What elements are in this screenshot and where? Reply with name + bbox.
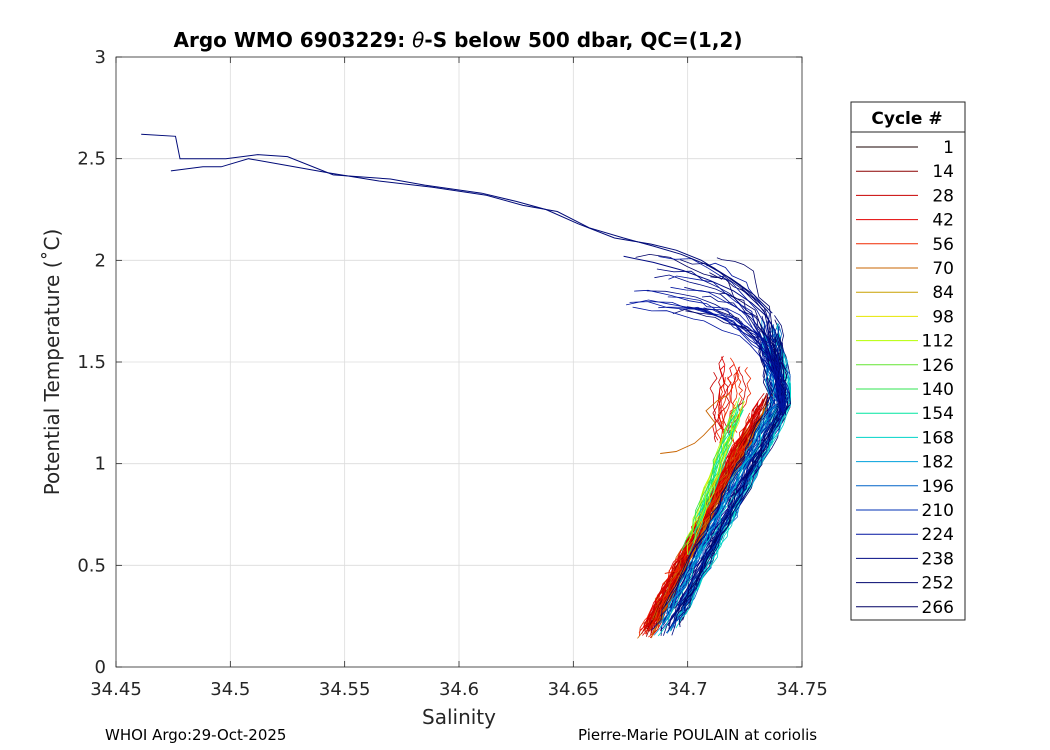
legend-label: 14 [932, 162, 954, 182]
profile-line-navy [626, 299, 783, 412]
legend-label: 56 [932, 235, 954, 255]
x-tick-label: 34.6 [439, 679, 479, 700]
profile-line-navy [706, 262, 786, 414]
legend-label: 196 [922, 477, 954, 497]
profile-line-mid [685, 406, 738, 539]
profile-line-mid [693, 401, 745, 544]
grid-lines [116, 57, 802, 667]
profile-line-late [664, 331, 769, 607]
legend-label: 252 [922, 574, 954, 594]
y-tick-label: 1.5 [77, 352, 106, 373]
profile-line-mid [696, 414, 739, 527]
footer-credit-left: WHOI Argo:29-Oct-2025 [105, 726, 286, 744]
profile-line-early [654, 391, 775, 628]
legend-label: 182 [922, 453, 954, 473]
legend: Cycle # 1 14 28 42 56 70 84 98 112 126 140 154 168 18… [850, 101, 966, 621]
profile-line-late [666, 359, 773, 615]
legend-label: 28 [932, 186, 954, 206]
legend-label: 168 [922, 428, 954, 448]
y-tick-label: 2 [95, 250, 106, 271]
profile-line-navy [670, 286, 787, 411]
profile-line-navy [629, 301, 784, 414]
legend-label: 266 [922, 598, 954, 618]
profile-line-late [672, 349, 789, 625]
legend-label: 224 [922, 525, 954, 545]
profile-line-mid [694, 418, 738, 531]
y-tick-label: 0.5 [77, 555, 106, 576]
profile-line-navy [716, 257, 783, 411]
x-tick-label: 34.5 [210, 679, 250, 700]
x-axis-label: Salinity [422, 705, 496, 729]
x-tick-label: 34.65 [548, 679, 600, 700]
profile-line-mid [681, 408, 735, 551]
series-line [141, 133, 769, 312]
legend-label: 140 [922, 380, 954, 400]
x-tick-label: 34.55 [319, 679, 371, 700]
profile-line-red-upper [717, 376, 726, 448]
y-tick-label: 2.5 [77, 149, 106, 170]
legend-label: 126 [922, 356, 954, 376]
legend-label: 112 [922, 332, 954, 352]
series-line [623, 255, 782, 403]
x-tick-label: 34.75 [776, 679, 828, 700]
legend-title: Cycle # [871, 109, 942, 129]
legend-label: 70 [932, 259, 954, 279]
series-line [170, 158, 773, 314]
footer-credit-right: Pierre-Marie POULAIN at coriolis [578, 726, 817, 744]
profile-line-red-upper [712, 367, 723, 443]
profile-line-late [673, 332, 778, 608]
y-axis-ticks: 0 0.5 1 1.5 2 2.5 3 [77, 47, 802, 678]
legend-label: 98 [932, 307, 954, 327]
profile-line-red-upper [715, 376, 734, 443]
y-tick-label: 1 [95, 454, 106, 475]
profile-line-early [642, 399, 764, 636]
x-axis-ticks: 34.45 34.5 34.55 34.6 34.65 34.7 34.75 [90, 57, 828, 700]
x-tick-label: 34.45 [90, 679, 142, 700]
legend-label: 210 [922, 501, 954, 521]
profile-line-orange-short [664, 568, 681, 574]
profile-line-orange [660, 394, 730, 454]
legend-label: 84 [932, 283, 954, 303]
y-tick-label: 0 [95, 657, 106, 678]
profile-line-red-upper [727, 366, 741, 442]
legend-label: 154 [922, 404, 954, 424]
profile-line-navy [668, 275, 782, 412]
y-tick-label: 3 [95, 47, 106, 68]
legend-box [850, 101, 966, 621]
legend-label: 1 [943, 138, 954, 158]
profile-line-late [688, 323, 791, 608]
legend-label: 42 [932, 211, 954, 231]
profile-bundles [626, 253, 792, 639]
series-lines [141, 133, 782, 403]
x-tick-label: 34.7 [668, 679, 708, 700]
legend-label: 238 [922, 549, 954, 569]
profile-line-navy [635, 253, 781, 411]
profile-line-red-upper [718, 365, 736, 444]
chart-title: Argo WMO 6903229: θ-S below 500 dbar, QC… [174, 28, 743, 52]
profile-line-late [658, 339, 772, 625]
profile-line-late [653, 319, 775, 636]
profile-line-navy [703, 307, 787, 416]
y-axis-label: Potential Temperature (˚C) [40, 229, 64, 496]
